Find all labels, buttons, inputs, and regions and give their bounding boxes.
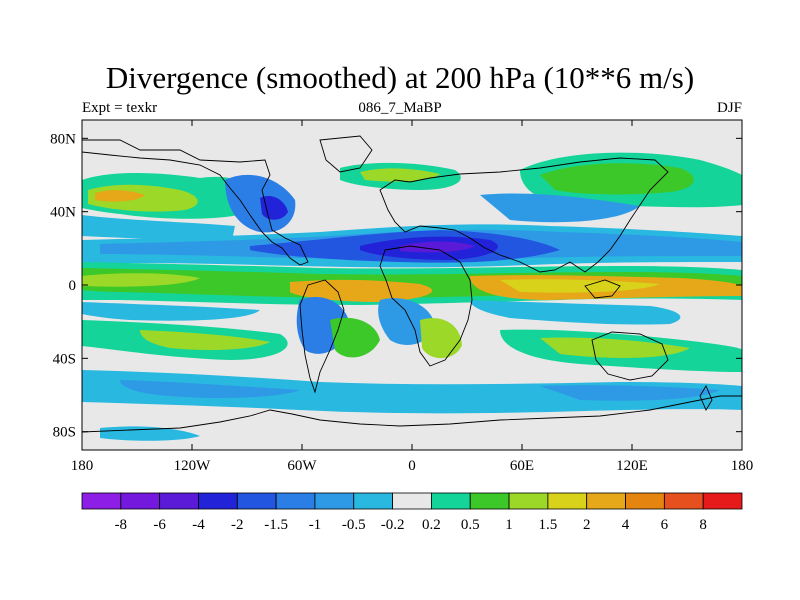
x-tick-label: 180 [731, 458, 754, 474]
y-tick-label: 80N [50, 131, 76, 147]
colorbar-swatch [159, 492, 199, 510]
colorbar-label: 0.2 [422, 517, 441, 533]
nh-positive-core-asia [360, 168, 440, 182]
colorbar-swatch [198, 492, 238, 510]
x-tick-label: 60E [510, 458, 534, 474]
colorbar-label: -0.2 [381, 517, 405, 533]
colorbar-label: -1.5 [264, 517, 288, 533]
colorbar-label: -0.5 [342, 517, 366, 533]
colorbar-swatch [236, 492, 277, 510]
colorbar-label: 4 [622, 517, 630, 533]
nh-negative-core-america [260, 195, 288, 220]
colorbar-swatch [353, 492, 393, 510]
colorbar-label: 6 [661, 517, 669, 533]
coastline-north-america [82, 139, 309, 266]
nh-negative-lobe-pacific [82, 215, 235, 240]
colorbar-label: -6 [153, 517, 166, 533]
sh-divergence-pacific-core [140, 330, 270, 350]
colorbar-label: 1 [505, 517, 513, 533]
y-tick-label: 40S [53, 351, 76, 367]
sh-subtropical-convergence-pacific [82, 302, 260, 321]
nh-positive-peak-atlantic [95, 190, 145, 202]
colorbar-swatch [275, 492, 316, 510]
coastline-africa [379, 245, 473, 367]
equatorial-divergence-upper [290, 279, 433, 302]
antarctic-fringe [82, 420, 742, 450]
x-tick-label: 120W [174, 458, 212, 474]
sh-highlat-convergence-core [120, 380, 300, 398]
colorbar-swatch [547, 492, 588, 510]
colorbar-label: -1 [309, 517, 322, 533]
colorbar-swatch [663, 492, 704, 510]
sh-subtropical-convergence-indian [470, 300, 681, 325]
coastline-europe-asia [379, 157, 669, 273]
y-tick-label: 40N [50, 205, 76, 221]
coastline-australia [591, 331, 669, 381]
coastline-greenland [319, 135, 373, 173]
coastline-new-zealand [699, 385, 713, 411]
divergence-field [82, 120, 742, 450]
sh-divergence-atlantic [330, 317, 380, 358]
colorbar-label: 0.5 [461, 517, 480, 533]
x-tick-label: 60W [287, 458, 317, 474]
sh-highlat-convergence-indian [540, 385, 720, 401]
colorbar-swatch [586, 492, 626, 510]
nh-subtropical-convergence-peak [400, 241, 475, 253]
colorbar-label: 8 [699, 517, 707, 533]
coastline-maritime-continent [584, 279, 621, 299]
colorbar-swatch [508, 492, 549, 510]
colorbar-swatch [81, 492, 122, 510]
colorbar-swatch [431, 492, 471, 510]
nh-positive-core-pacific [540, 163, 694, 195]
colorbar-label: 2 [583, 517, 591, 533]
y-tick-label: 0 [69, 278, 77, 294]
sh-divergence-africa [420, 318, 462, 359]
colorbar-label: -4 [192, 517, 205, 533]
y-tick-label: 80S [53, 425, 76, 441]
dataset-label: 086_7_MaBP [358, 100, 442, 116]
colorbar-label: -8 [115, 517, 128, 533]
season-label: DJF [716, 100, 742, 116]
colorbar-label: 1.5 [539, 517, 558, 533]
sh-subtropical-convergence-atlantic [378, 298, 435, 345]
colorbar-swatch [120, 492, 161, 510]
x-tick-label: 120E [616, 458, 648, 474]
colorbar-swatch [469, 492, 510, 510]
x-tick-label: 0 [408, 458, 416, 474]
equatorial-divergence-indian-core [500, 279, 660, 293]
colorbar-swatch [702, 492, 743, 510]
colorbar-swatch [392, 492, 432, 510]
nh-negative-lobe-asia [480, 193, 640, 223]
coastlines [82, 135, 742, 433]
colorbar-swatch [625, 492, 665, 510]
sh-highlat-convergence [82, 370, 742, 414]
plot-title: Divergence (smoothed) at 200 hPa (10**6 … [105, 60, 695, 95]
axis-ticks: 80N 40N 0 40S 80S 180 120W 60W 0 60E 120E 180 [50, 120, 753, 474]
coastline-south-america [299, 279, 345, 394]
colorbar: -8 -6 -4 -2 -1.5 -1 -0.5 -0.2 0.2 0.5 1 1.5 2 4 6 8 [81, 492, 743, 533]
colorbar-label: -2 [231, 517, 244, 533]
sh-divergence-indian-core [540, 337, 690, 358]
experiment-label: Expt = texkr [82, 100, 158, 116]
coastline-antarctica [82, 395, 742, 433]
colorbar-swatch [314, 492, 355, 510]
x-tick-label: 180 [71, 458, 94, 474]
equatorial-divergence-pacific [82, 273, 200, 287]
